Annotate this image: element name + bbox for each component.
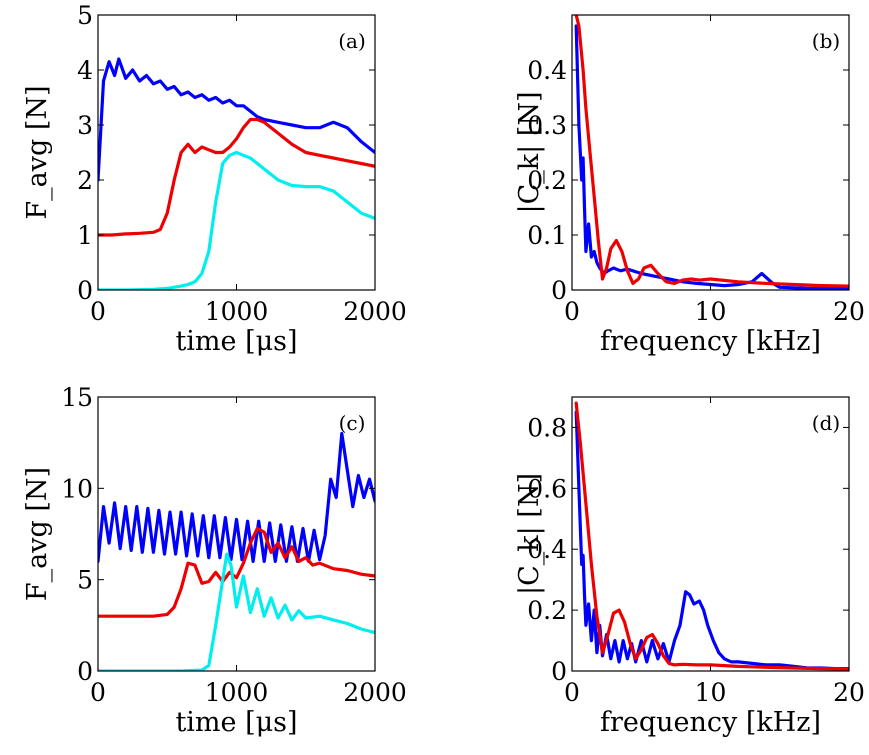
panel-c-x-axis-label: time [μs] — [175, 707, 297, 738]
panel-b-frame — [571, 14, 850, 291]
panel-c-y-tick-label: 0 — [77, 657, 93, 686]
panel-c-series-line-2 — [98, 552, 375, 671]
panel-c-x-tick-label: 2000 — [343, 678, 407, 707]
panel-a-x-tick-label: 0 — [90, 297, 106, 326]
panel-b-x-tick-label: 10 — [695, 297, 727, 326]
panel-a-series-line-1 — [98, 117, 375, 237]
panel-c-y-tick-label: 10 — [61, 474, 93, 503]
panel-b: 0 10 20 0 0.1 0.2 0.3 0.4 frequency [kHz] |C_k| [… — [514, 14, 865, 357]
panel-b-letter: (b) — [812, 29, 840, 53]
panel-d-x-axis-label: frequency [kHz] — [600, 707, 821, 738]
panel-a-x-tick-label: 1000 — [205, 297, 269, 326]
panel-b-y-tick-label: 0.4 — [527, 56, 567, 85]
panel-a-y-tick-label: 0 — [77, 276, 93, 305]
panel-d-y-tick-label: 0.4 — [527, 535, 567, 564]
panel-d-y-tick-label: 0 — [551, 657, 567, 686]
panel-c-y-axis-label: F_avg [N] — [22, 467, 53, 601]
panel-c-series-line-1 — [98, 526, 375, 618]
panel-d-letter: (d) — [812, 411, 840, 435]
panel-a: 0 1000 2000 0 1 2 3 4 5 time [μs] F_avg [N] (a) — [22, 1, 407, 357]
panel-b-y-axis-label: |C_k| [N] — [514, 92, 545, 214]
panel-d-y-tick-label: 0.2 — [527, 596, 567, 625]
panel-d-x-tick-label: 20 — [833, 678, 865, 707]
panel-b-y-tick-label: 0.1 — [527, 221, 567, 250]
panel-a-y-tick-label: 5 — [77, 1, 93, 30]
panel-c-x-tick-label: 0 — [90, 678, 106, 707]
panel-c-letter: (c) — [339, 411, 366, 435]
panel-a-y-tick-label: 3 — [77, 111, 93, 140]
panel-c-y-tick-label: 5 — [77, 566, 93, 595]
panel-b-y-tick-label: 0.3 — [527, 111, 567, 140]
panel-c-y-tick-label: 15 — [61, 383, 93, 412]
panel-c-series-line-0 — [98, 431, 375, 564]
panel-c: 0 1000 2000 0 5 10 15 time [μs] F_avg [N] (c) — [22, 383, 407, 738]
panel-d-y-axis-label: |C_k| [N] — [514, 473, 545, 595]
panel-d-series-line-0 — [574, 410, 849, 671]
panel-c-x-tick-label: 1000 — [205, 678, 269, 707]
panel-d-x-tick-label: 10 — [695, 678, 727, 707]
panel-a-y-tick-label: 1 — [77, 221, 93, 250]
panel-b-x-tick-label: 20 — [833, 297, 865, 326]
panel-a-x-axis-label: time [μs] — [175, 326, 297, 357]
panel-a-x-tick-label: 2000 — [343, 297, 407, 326]
panel-d-x-tick-label: 0 — [564, 678, 580, 707]
panel-d-series-line-1 — [574, 401, 849, 671]
panel-b-series-line-1 — [574, 15, 849, 288]
panel-b-x-axis-label: frequency [kHz] — [600, 326, 821, 357]
panel-b-y-tick-label: 0 — [551, 276, 567, 305]
panel-b-series-line-0 — [574, 24, 849, 290]
panel-d-y-tick-label: 0.8 — [527, 413, 567, 442]
panel-d: 0 10 20 0 0.2 0.4 0.6 0.8 frequency [kHz] |C_k| [… — [514, 396, 865, 738]
panel-d-y-tick-label: 0.6 — [527, 474, 567, 503]
panel-a-y-tick-label: 4 — [77, 56, 93, 85]
panel-a-series-line-0 — [98, 57, 375, 182]
panel-a-letter: (a) — [338, 29, 366, 53]
panel-b-x-tick-label: 0 — [564, 297, 580, 326]
panel-a-y-tick-label: 2 — [77, 166, 93, 195]
panel-b-y-tick-label: 0.2 — [527, 166, 567, 195]
panel-a-series-line-2 — [98, 150, 375, 290]
panel-a-y-axis-label: F_avg [N] — [22, 85, 53, 219]
